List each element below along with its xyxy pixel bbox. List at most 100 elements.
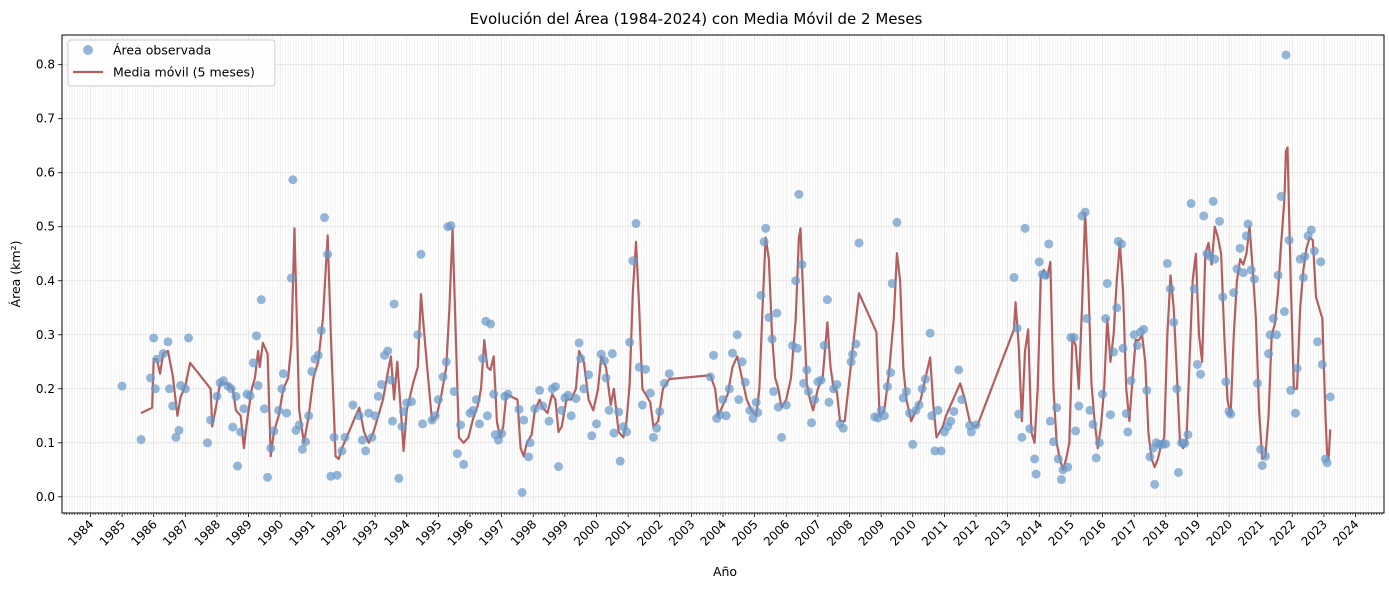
data-point (1300, 251, 1310, 261)
data-point (301, 437, 311, 447)
data-point (740, 377, 750, 387)
data-point (892, 217, 902, 227)
data-point (383, 346, 393, 356)
data-point (1241, 231, 1251, 241)
y-tick-label: 0.7 (36, 112, 55, 126)
data-point (278, 369, 288, 379)
data-point (245, 391, 255, 401)
data-point (1085, 405, 1095, 415)
data-point (332, 470, 342, 480)
data-point (1123, 427, 1133, 437)
data-point (914, 400, 924, 410)
data-point (150, 384, 160, 394)
data-point (927, 411, 937, 421)
data-point (386, 375, 396, 385)
data-point (136, 435, 146, 445)
data-point (930, 446, 940, 456)
data-point (468, 405, 478, 415)
data-point (1229, 288, 1239, 298)
data-point (1150, 479, 1160, 489)
data-point (438, 372, 448, 382)
data-point (1199, 211, 1209, 221)
data-point (554, 462, 564, 472)
data-point (601, 373, 611, 383)
data-point (1069, 332, 1079, 342)
data-point (1105, 410, 1115, 420)
data-point (1098, 389, 1108, 399)
data-point (228, 422, 238, 432)
data-point (1173, 467, 1183, 477)
data-point (165, 384, 175, 394)
data-point (486, 319, 496, 329)
data-point (1246, 265, 1256, 275)
data-point (1082, 314, 1092, 324)
data-point (819, 341, 829, 351)
data-point (957, 395, 967, 405)
data-point (323, 249, 333, 259)
y-tick-label: 0.4 (36, 274, 55, 288)
data-point (971, 420, 981, 430)
data-point (756, 290, 766, 300)
data-point (1221, 377, 1231, 387)
data-point (648, 432, 658, 442)
data-point (1071, 426, 1081, 436)
data-point (149, 333, 159, 343)
data-point (718, 395, 728, 405)
data-point (1210, 254, 1220, 264)
data-point (822, 295, 832, 305)
data-point (1101, 314, 1111, 324)
observed-points-layer (117, 50, 1335, 497)
data-point (489, 389, 499, 399)
data-point (604, 405, 614, 415)
y-tick-label: 0.2 (36, 382, 55, 396)
data-point (631, 219, 641, 228)
data-point (253, 381, 263, 391)
data-point (233, 461, 243, 471)
data-point (753, 408, 763, 418)
data-point (1218, 292, 1228, 302)
data-point (370, 411, 380, 421)
data-point (1226, 409, 1236, 419)
data-point (277, 384, 287, 394)
data-point (1088, 419, 1098, 429)
y-tick-label: 0.6 (36, 166, 55, 180)
data-point (1044, 239, 1054, 249)
data-point (1142, 385, 1152, 395)
data-point (832, 379, 842, 389)
data-point (340, 432, 350, 442)
data-point (1271, 330, 1281, 340)
y-tick-label: 0.1 (36, 436, 55, 450)
data-point (794, 189, 804, 199)
data-point (252, 331, 261, 341)
data-point (761, 223, 771, 233)
data-point (966, 427, 976, 437)
data-point (1091, 453, 1101, 463)
data-point (1121, 409, 1131, 419)
data-point (773, 402, 783, 412)
data-point (1162, 258, 1172, 268)
data-point (846, 357, 856, 367)
data-point (274, 405, 284, 415)
data-point (1249, 274, 1259, 284)
data-point (269, 426, 279, 436)
data-point (117, 381, 127, 391)
y-tick-label: 0.5 (36, 220, 55, 234)
data-point (764, 312, 774, 322)
data-point (609, 428, 619, 438)
data-point (1132, 341, 1142, 351)
data-point (1052, 403, 1062, 413)
data-point (1208, 196, 1218, 206)
y-tick-label: 0.0 (36, 490, 55, 504)
data-point (418, 419, 428, 429)
data-point (174, 425, 184, 435)
data-point (1325, 392, 1335, 402)
data-point (933, 405, 943, 415)
data-point (1235, 243, 1245, 253)
data-point (239, 404, 249, 414)
legend-label-moving-average: Media móvil (5 meses) (113, 65, 255, 80)
legend-label-observed: Área observada (113, 43, 211, 58)
data-point (373, 391, 383, 401)
data-point (202, 438, 212, 448)
data-point (503, 389, 513, 399)
data-point (1284, 235, 1294, 245)
